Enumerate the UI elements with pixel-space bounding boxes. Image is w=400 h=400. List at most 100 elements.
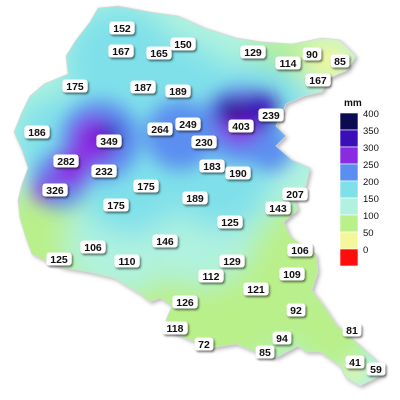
station-label-box bbox=[287, 243, 313, 257]
station-value: 152 bbox=[113, 23, 131, 35]
station-value: 186 bbox=[28, 127, 46, 139]
station-label-box bbox=[152, 234, 178, 248]
station-value: 167 bbox=[309, 75, 327, 87]
station-label-box bbox=[282, 187, 308, 201]
station-label: 106 bbox=[80, 240, 106, 254]
station-value: 129 bbox=[244, 47, 262, 59]
station-labels: 152 167 165 150 129 90 85 114 167 175 187 189 239 186… bbox=[24, 21, 386, 376]
station-value: 114 bbox=[280, 58, 297, 70]
station-label: 125 bbox=[46, 252, 72, 266]
station-label: 183 bbox=[199, 159, 225, 173]
station-label: 129 bbox=[219, 254, 245, 268]
station-label-box bbox=[305, 73, 331, 87]
station-label: 125 bbox=[217, 215, 243, 229]
station-label: 232 bbox=[91, 164, 117, 178]
station-label-box bbox=[330, 54, 350, 68]
station-value: 94 bbox=[276, 333, 288, 345]
station-label: 167 bbox=[108, 44, 134, 58]
station-label: 175 bbox=[62, 79, 88, 93]
station-label-box bbox=[170, 37, 196, 51]
station-value: 167 bbox=[112, 46, 130, 58]
station-label-box bbox=[219, 254, 245, 268]
station-label: 94 bbox=[272, 331, 292, 345]
station-label: 114 bbox=[275, 56, 301, 70]
station-label-box bbox=[53, 154, 79, 168]
station-value: 121 bbox=[247, 284, 265, 296]
station-value: 112 bbox=[203, 271, 220, 283]
station-label: 249 bbox=[175, 117, 201, 131]
station-label-box bbox=[345, 355, 365, 369]
station-value: 92 bbox=[290, 305, 302, 317]
station-label: 90 bbox=[302, 47, 322, 61]
legend-swatch bbox=[339, 112, 359, 131]
station-value: 187 bbox=[134, 82, 152, 94]
legend-label: 100 bbox=[363, 211, 379, 222]
station-label: 92 bbox=[286, 303, 306, 317]
station-value: 125 bbox=[50, 254, 68, 266]
station-label-box bbox=[80, 240, 106, 254]
station-label: 118 bbox=[162, 321, 188, 335]
station-value: 230 bbox=[195, 137, 213, 149]
station-value: 282 bbox=[57, 156, 75, 168]
station-value: 146 bbox=[156, 236, 174, 248]
station-label: 152 bbox=[109, 21, 135, 35]
legend-label: 300 bbox=[363, 143, 379, 154]
station-label-box bbox=[194, 337, 214, 351]
station-label-box bbox=[275, 56, 301, 70]
station-label-box bbox=[162, 321, 188, 335]
station-label: 129 bbox=[240, 45, 266, 59]
legend-label: 200 bbox=[363, 177, 379, 188]
station-value: 403 bbox=[232, 121, 250, 133]
station-label: 175 bbox=[133, 179, 159, 193]
station-value: 41 bbox=[349, 357, 361, 369]
legend-swatch bbox=[339, 248, 359, 267]
station-label: 165 bbox=[146, 46, 172, 60]
station-value: 85 bbox=[259, 347, 271, 359]
station-label-box bbox=[114, 254, 140, 268]
station-label: 187 bbox=[130, 80, 156, 94]
precipitation-zone bbox=[248, 128, 292, 172]
station-label-box bbox=[109, 21, 135, 35]
station-value: 190 bbox=[229, 168, 247, 180]
station-label: 106 bbox=[287, 243, 313, 257]
station-label: 143 bbox=[265, 201, 291, 215]
station-value: 143 bbox=[269, 203, 287, 215]
station-value: 106 bbox=[84, 242, 102, 254]
station-label-box bbox=[228, 119, 254, 133]
station-label-box bbox=[342, 323, 362, 337]
station-label-box bbox=[91, 164, 117, 178]
station-label-box bbox=[133, 179, 159, 193]
station-label: 175 bbox=[103, 198, 129, 212]
station-label-box bbox=[24, 125, 50, 139]
station-label: 72 bbox=[194, 337, 214, 351]
station-label-box bbox=[217, 215, 243, 229]
station-label: 186 bbox=[24, 125, 50, 139]
station-label-box bbox=[96, 134, 122, 148]
station-label-box bbox=[272, 331, 292, 345]
station-value: 175 bbox=[66, 81, 84, 93]
station-label-box bbox=[286, 303, 306, 317]
station-label-box bbox=[240, 45, 266, 59]
station-label-box bbox=[366, 362, 386, 376]
legend-label: 350 bbox=[363, 126, 379, 137]
station-label: 109 bbox=[279, 267, 305, 281]
station-value: 85 bbox=[334, 56, 346, 68]
legend-label: 50 bbox=[363, 228, 374, 239]
station-label-box bbox=[243, 282, 269, 296]
station-label: 41 bbox=[345, 355, 365, 369]
legend-swatch bbox=[339, 129, 359, 148]
station-label: 110 bbox=[114, 254, 140, 268]
station-value: 349 bbox=[100, 136, 118, 148]
station-label: 121 bbox=[243, 282, 269, 296]
station-value: 207 bbox=[286, 189, 304, 201]
station-value: 175 bbox=[107, 200, 125, 212]
station-label: 126 bbox=[172, 295, 198, 309]
station-label: 349 bbox=[96, 134, 122, 148]
legend-label: 250 bbox=[363, 160, 379, 171]
station-value: 189 bbox=[169, 86, 187, 98]
station-label-box bbox=[175, 117, 201, 131]
legend-swatch bbox=[339, 231, 359, 250]
station-label-box bbox=[165, 84, 191, 98]
station-label: 189 bbox=[182, 191, 208, 205]
